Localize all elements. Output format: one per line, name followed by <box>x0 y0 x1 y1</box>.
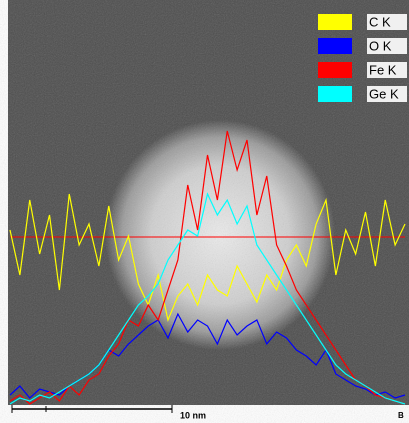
legend-swatch <box>318 86 352 102</box>
legend-swatch <box>318 62 352 78</box>
legend-label-bg <box>367 62 407 78</box>
legend-swatch <box>318 38 352 54</box>
legend-label-bg <box>367 38 407 54</box>
legend-label: O K <box>369 38 392 53</box>
legend-label: Ge K <box>369 86 399 101</box>
scale-label: 10 nm <box>180 410 206 420</box>
series-line <box>9 130 406 405</box>
legend-swatch <box>318 14 352 30</box>
series-line <box>9 193 406 323</box>
legend-label: C K <box>369 14 391 29</box>
legend-label-bg <box>367 86 407 102</box>
panel-label: B <box>398 411 404 420</box>
legend-label: Fe K <box>369 62 397 77</box>
series-line <box>9 192 406 405</box>
legend-label-bg <box>367 14 407 30</box>
